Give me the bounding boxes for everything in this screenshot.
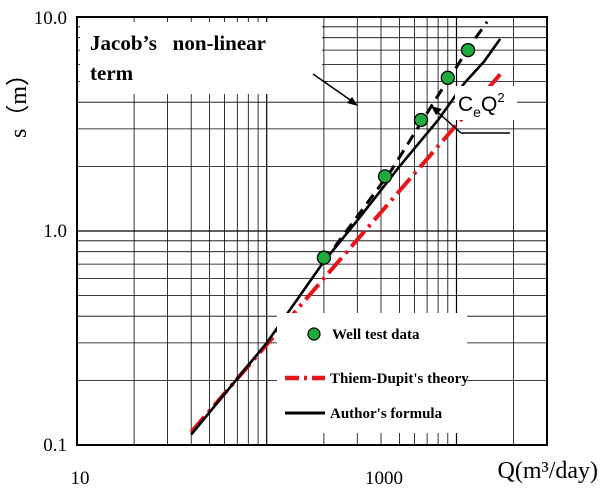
y-tick-label-10: 10.0 [34, 8, 67, 29]
legend-author-label: Author's formula [330, 406, 443, 422]
ceq2-exponent: 2 [497, 90, 504, 105]
y-tick-label-1: 1.0 [43, 221, 67, 242]
ceq2-arrowhead [431, 106, 442, 115]
plot-frame [76, 16, 548, 446]
well-test-point [377, 169, 393, 184]
ceq2-q: Q [481, 93, 497, 116]
y-axis-title: s（m） [6, 62, 32, 138]
ceq2-annotation-box [455, 86, 517, 120]
legend-thiem-label: Thiem-Dupit's theory [330, 371, 469, 387]
legend-well-test-label: Well test data [332, 327, 420, 343]
x-tick-label-1000: 1000 [365, 468, 403, 489]
jacob-arrow [312, 73, 357, 105]
ceq2-c: C [458, 93, 473, 116]
well-test-point [440, 70, 455, 85]
well-test-point [316, 250, 332, 265]
jacob-nonlinear-line [322, 20, 489, 263]
x-axis-title: Q(m³/day) [498, 458, 599, 484]
well-test-point [460, 42, 476, 58]
ceq2-subscript: e [473, 104, 481, 120]
legend: Well test data Thiem-Dupit's theory Auth… [285, 327, 469, 422]
y-tick-label-0-1: 0.1 [43, 435, 67, 456]
series-layer [189, 20, 502, 436]
jacob-annotation-line1: Jacob’s non-linear [90, 31, 266, 55]
well-test-point [413, 112, 429, 128]
jacob-annotation-line2: term [90, 61, 134, 85]
jacob-arrowhead [347, 97, 358, 106]
ceq2-annotation: CeQ2 [458, 90, 505, 120]
x-tick-label-10: 10 [71, 468, 90, 489]
legend-well-test-marker [307, 327, 321, 341]
jacob-annotation-box [80, 22, 322, 94]
